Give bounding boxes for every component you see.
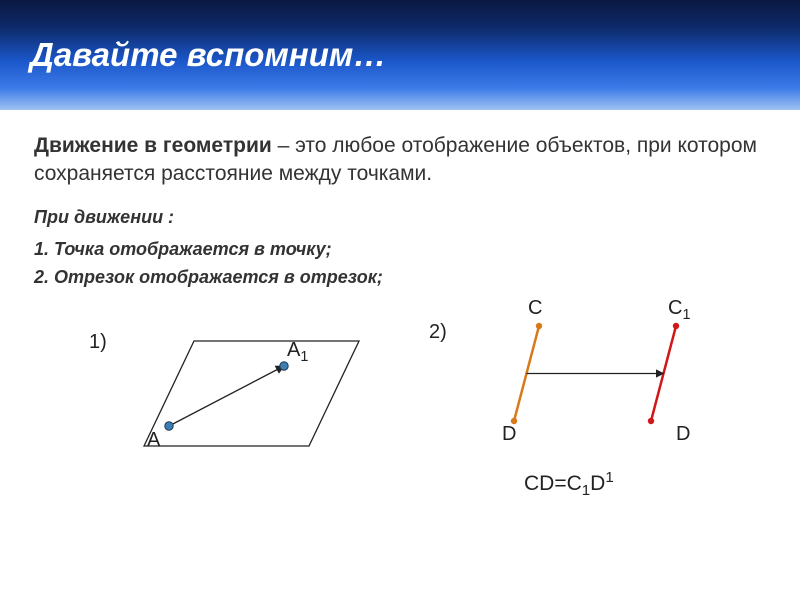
point-label-D2: D xyxy=(676,423,690,446)
figures-area: 1) A A1 2) xyxy=(34,311,766,551)
slide-header: Давайте вспомним… xyxy=(0,0,800,110)
slide-content: Движение в геометрии – это любое отображ… xyxy=(0,110,800,551)
point-label-C1: C1 xyxy=(668,297,690,323)
figure-1-parallelogram xyxy=(124,316,374,466)
slide-title: Давайте вспомним… xyxy=(30,36,386,74)
figure-1-label: 1) xyxy=(89,331,107,354)
point-label-D: D xyxy=(502,423,516,446)
properties-list: 1. Точка отображается в точку; 2. Отрезо… xyxy=(34,236,766,292)
list-item: 1. Точка отображается в точку; xyxy=(34,236,766,264)
point-label-A: A xyxy=(147,429,160,452)
equation-CD: CD=C1D1 xyxy=(524,469,614,499)
sub-heading: При движении : xyxy=(34,207,766,228)
point-label-A1: A1 xyxy=(287,339,308,365)
point-label-C: C xyxy=(528,297,542,320)
definition-text: Движение в геометрии – это любое отображ… xyxy=(34,132,766,189)
list-item: 2. Отрезок отображается в отрезок; xyxy=(34,264,766,292)
definition-term: Движение в геометрии xyxy=(34,134,272,157)
figure-2-label: 2) xyxy=(429,321,447,344)
